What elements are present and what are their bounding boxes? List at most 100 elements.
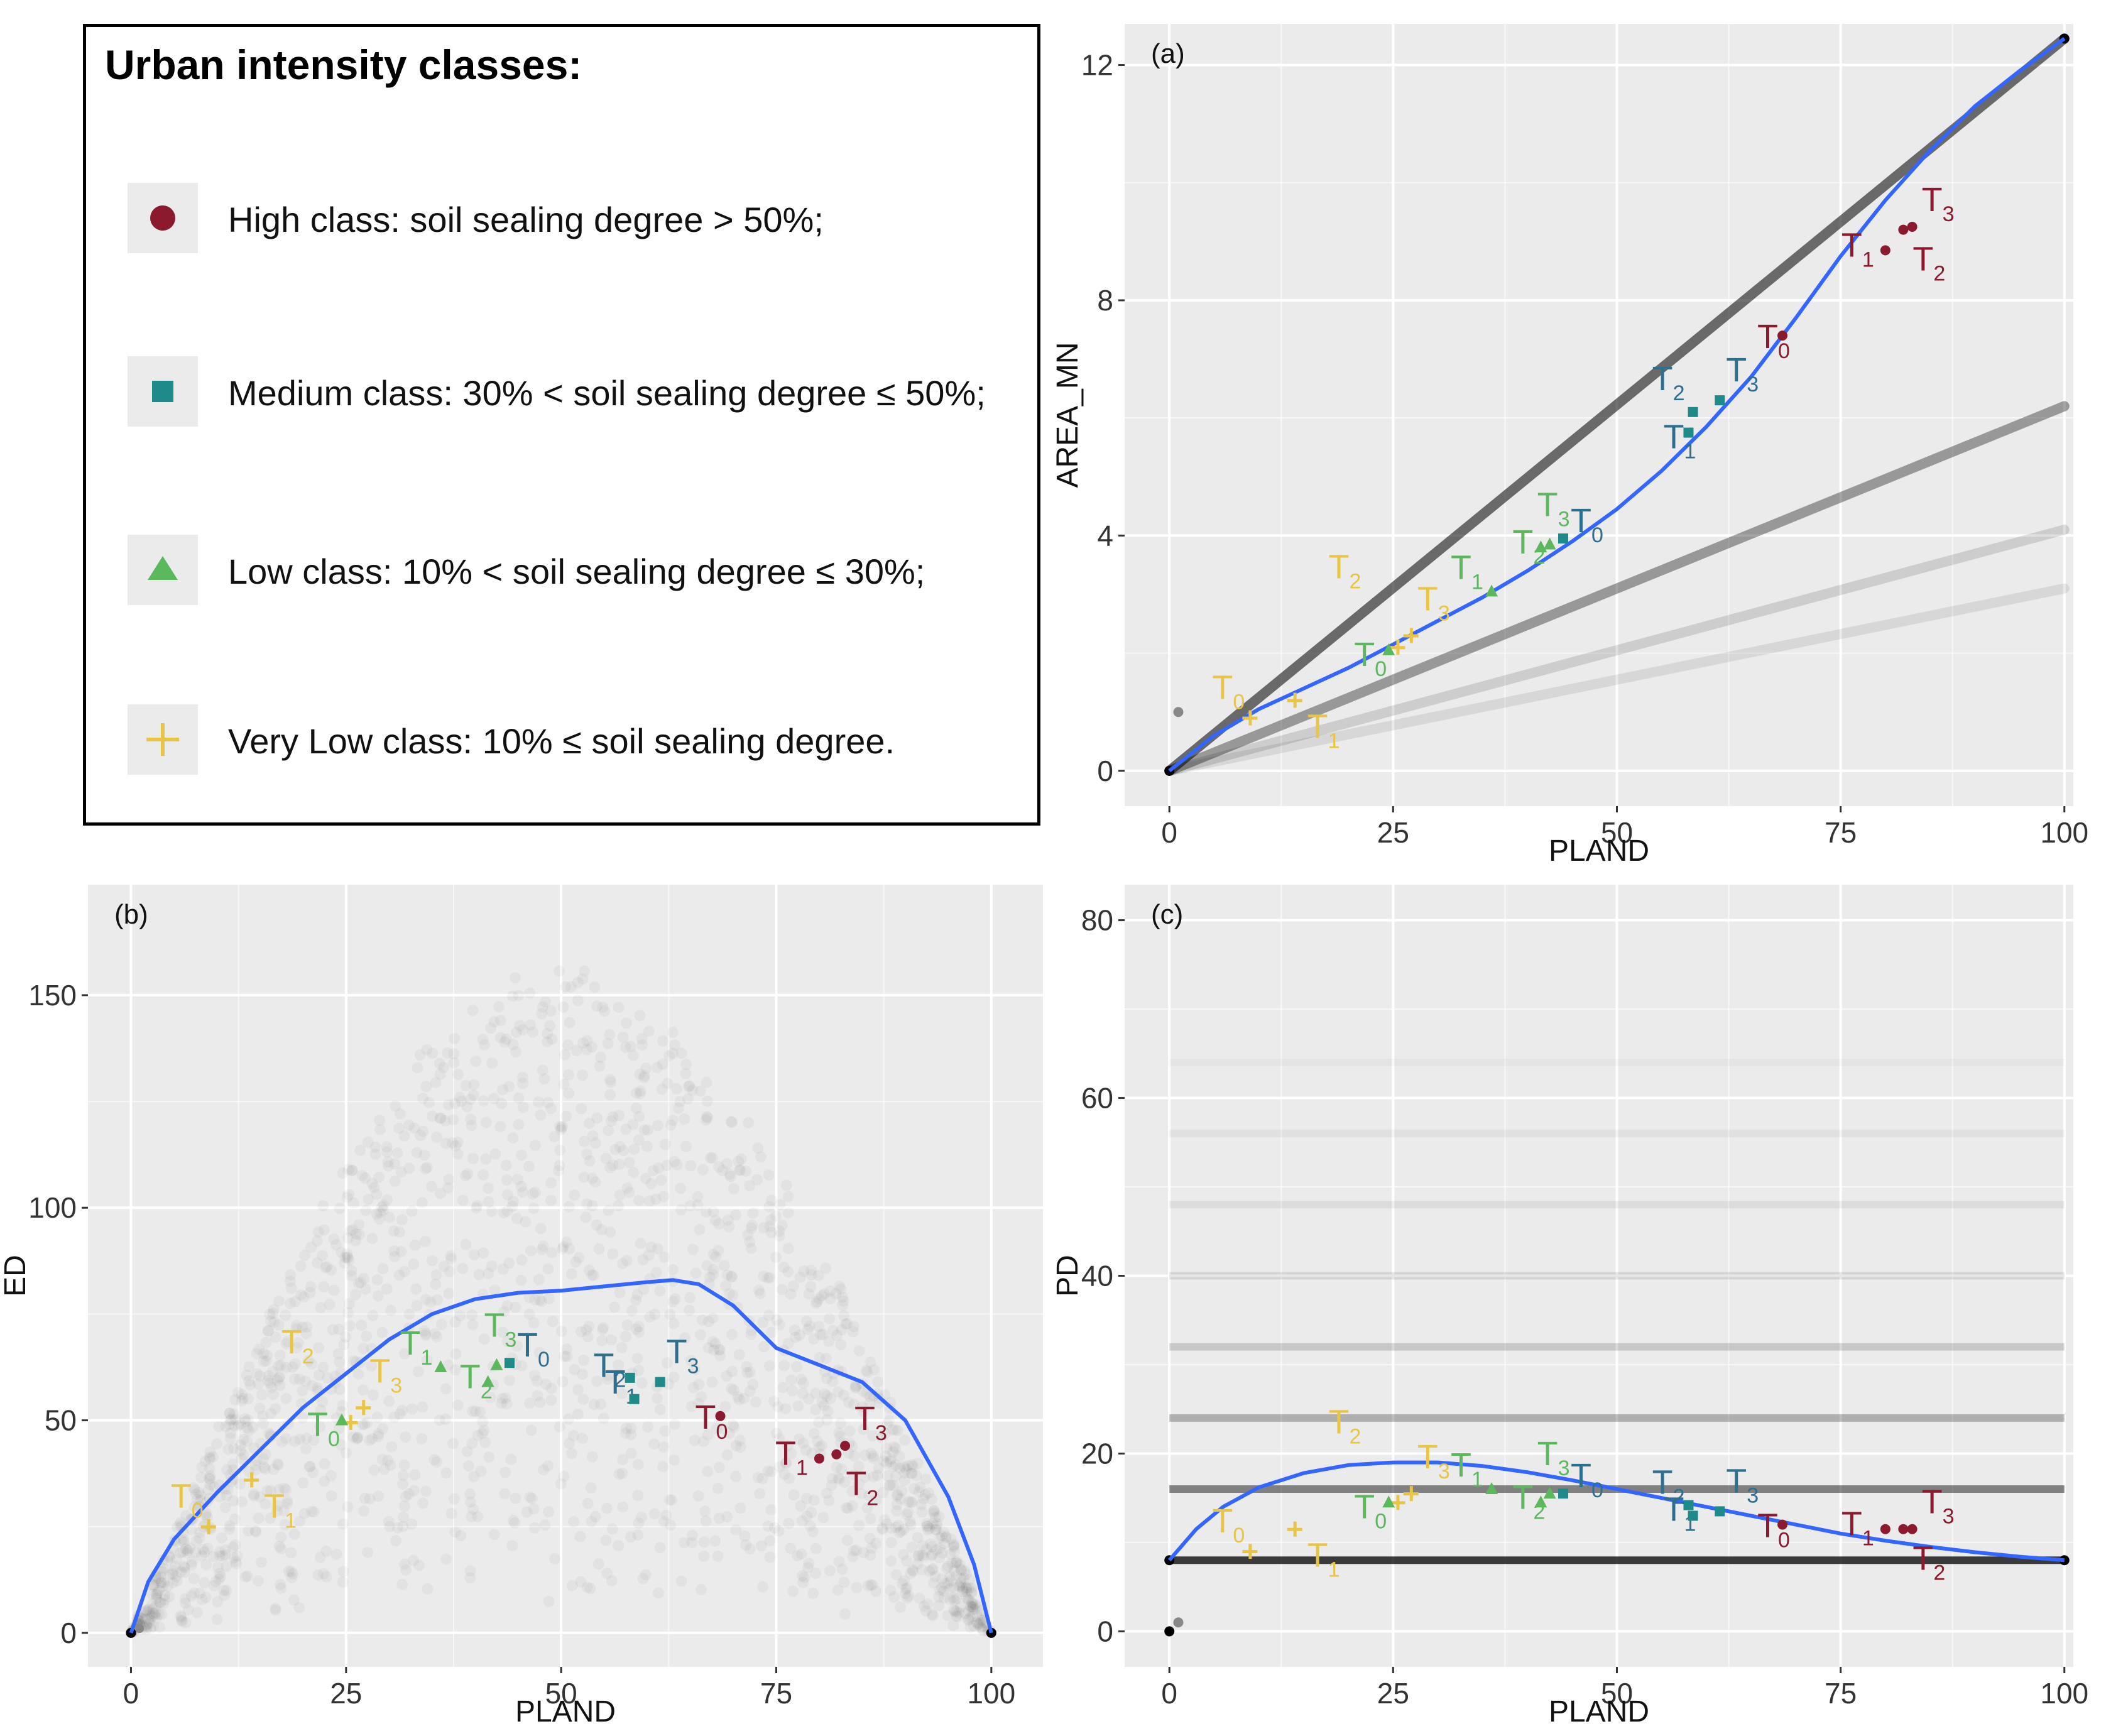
scatter-point <box>563 1069 574 1080</box>
scatter-point <box>949 1595 961 1606</box>
scatter-point <box>533 1274 545 1286</box>
scatter-point <box>649 1309 660 1320</box>
scatter-point <box>734 1502 746 1514</box>
scatter-point <box>494 1121 506 1132</box>
scatter-point <box>633 1195 645 1206</box>
legend-label-high: High class: soil sealing degree > 50%; <box>228 200 824 239</box>
y-axis-title: PD <box>1051 1255 1084 1297</box>
point-label: T1 <box>1663 1491 1696 1536</box>
scatter-point <box>639 1124 650 1135</box>
scatter-trend-band <box>1164 401 2070 776</box>
scatter-point <box>726 1329 738 1340</box>
scatter-point <box>684 1292 696 1303</box>
scatter-point <box>417 1497 428 1509</box>
scatter-point <box>361 1331 372 1342</box>
class-point-high <box>1880 245 1890 256</box>
scatter-point <box>530 1187 541 1198</box>
scatter-point <box>406 1206 418 1217</box>
scatter-point <box>384 1212 395 1223</box>
scatter-point <box>371 1189 382 1200</box>
scatter-point <box>865 1513 876 1524</box>
point-label: T3 <box>1922 1483 1955 1529</box>
scatter-point <box>600 1535 611 1546</box>
scatter-point <box>770 1252 782 1263</box>
scatter-point <box>633 1321 645 1332</box>
scatter-point <box>385 1305 396 1316</box>
scatter-point <box>386 1441 397 1453</box>
scatter-point <box>366 1178 378 1189</box>
scatter-point <box>275 1532 286 1543</box>
scatter-point <box>466 1120 477 1131</box>
point-label: T3 <box>484 1307 516 1352</box>
scatter-point <box>299 1508 310 1519</box>
scatter-point <box>176 1612 187 1624</box>
scatter-point <box>199 1577 210 1588</box>
point-label: T1 <box>1841 1505 1874 1551</box>
legend-label-verylow: Very Low class: 10% ≤ soil sealing degre… <box>228 721 895 761</box>
scatter-point <box>725 1171 736 1182</box>
scatter-point <box>497 1084 508 1095</box>
scatter-point <box>903 1590 914 1602</box>
scatter-point <box>652 1120 663 1131</box>
class-point-high <box>840 1441 851 1451</box>
scatter-point <box>432 1294 443 1306</box>
legend-title: Urban intensity classes: <box>105 41 582 88</box>
scatter-point <box>530 1294 541 1306</box>
scatter-point <box>510 1493 521 1504</box>
point-label: T2 <box>846 1465 878 1510</box>
scatter-point <box>652 1062 663 1073</box>
scatter-point <box>415 1049 426 1061</box>
scatter-point <box>431 1132 442 1143</box>
scatter-point <box>372 1274 383 1286</box>
scatter-point <box>566 1448 577 1459</box>
scatter-point <box>543 1293 555 1304</box>
scatter-point <box>692 1191 703 1203</box>
point-label: T0 <box>1212 669 1245 714</box>
panel-tag: (a) <box>1151 38 1185 69</box>
scatter-point <box>777 1284 788 1295</box>
scatter-point <box>667 1264 679 1275</box>
class-point-verylow <box>1242 1550 1258 1554</box>
scatter-point <box>728 1183 739 1194</box>
scatter-point <box>669 1419 680 1430</box>
scatter-point <box>307 1466 319 1478</box>
scatter-point <box>258 1418 269 1429</box>
scatter-point <box>844 1426 855 1437</box>
scatter-point <box>696 1584 707 1595</box>
scatter-point <box>448 1048 459 1059</box>
x-tick-label: 0 <box>123 1677 139 1710</box>
scatter-point <box>576 1103 587 1114</box>
scatter-point <box>298 1291 310 1302</box>
scatter-point <box>538 1465 549 1476</box>
scatter-point <box>617 1454 628 1465</box>
smooth-fit-line <box>129 1278 993 1634</box>
scatter-point <box>714 1344 726 1355</box>
legend-key-low <box>128 535 198 605</box>
scatter-point <box>400 1431 411 1443</box>
scatter-point <box>427 1047 438 1059</box>
scatter-point <box>214 1546 226 1558</box>
scatter-point <box>518 1101 529 1113</box>
scatter-point <box>341 1192 352 1203</box>
scatter-point <box>613 1468 625 1480</box>
scatter-point <box>355 1277 366 1288</box>
scatter-point <box>295 1260 307 1272</box>
scatter-point <box>371 1412 383 1423</box>
scatter-point <box>524 1398 535 1409</box>
x-axis-title: PLAND <box>1549 1695 1649 1728</box>
scatter-point <box>489 1529 500 1540</box>
scatter-point <box>604 1089 616 1100</box>
scatter-point <box>253 1512 265 1524</box>
scatter-point <box>431 1269 442 1280</box>
y-tick-label: 150 <box>28 979 77 1012</box>
point-label: T2 <box>1652 1463 1685 1509</box>
scatter-point <box>888 1480 899 1491</box>
scatter-point <box>197 1594 208 1605</box>
class-point-verylow <box>342 1421 358 1424</box>
scatter-point <box>477 1416 488 1428</box>
scatter-point <box>481 1116 492 1128</box>
y-tick-label: 60 <box>1081 1082 1113 1115</box>
scatter-point <box>751 1174 763 1185</box>
scatter-point <box>618 1032 629 1043</box>
class-point-medium <box>1688 1510 1698 1521</box>
